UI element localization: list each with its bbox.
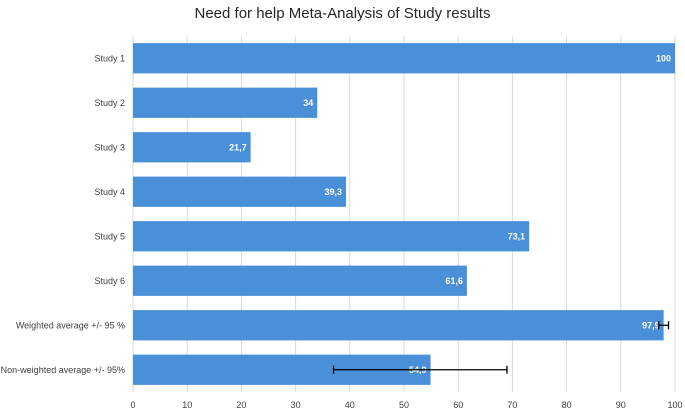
bar-4 [133,221,530,252]
x-tick-label-1: 10 [182,400,192,410]
bar-6 [133,310,664,341]
data-label-2: 21,7 [229,142,247,152]
x-tick-label-5: 50 [399,400,409,410]
category-label-5: Study 6 [94,276,125,286]
category-label-7: Non-weighted average +/- 95% [1,365,125,375]
data-label-5: 61,6 [445,276,463,286]
bar-0 [133,43,675,74]
bar-2 [133,132,251,163]
x-tick-label-4: 40 [345,400,355,410]
x-tick-label-7: 70 [507,400,517,410]
data-label-4: 73,1 [508,231,526,241]
bar-5 [133,265,467,296]
chart-title: Need for help Meta-Analysis of Study res… [194,5,491,22]
x-tick-label-9: 90 [616,400,626,410]
x-tick-label-0: 0 [130,400,135,410]
data-label-6: 97,9 [642,320,660,330]
category-label-2: Study 3 [94,142,125,152]
category-label-6: Weighted average +/- 95 % [16,320,125,330]
data-label-3: 39,3 [324,187,342,197]
x-tick-label-10: 100 [667,400,682,410]
x-tick-label-2: 20 [236,400,246,410]
category-label-0: Study 1 [94,53,125,63]
category-label-1: Study 2 [94,98,125,108]
x-tick-label-3: 30 [291,400,301,410]
x-tick-label-8: 80 [562,400,572,410]
data-label-0: 100 [656,53,671,63]
category-label-4: Study 5 [94,231,125,241]
x-tick-label-6: 60 [453,400,463,410]
category-label-3: Study 4 [94,187,125,197]
bar-1 [133,87,318,118]
bar-3 [133,176,347,207]
data-label-1: 34 [303,98,313,108]
